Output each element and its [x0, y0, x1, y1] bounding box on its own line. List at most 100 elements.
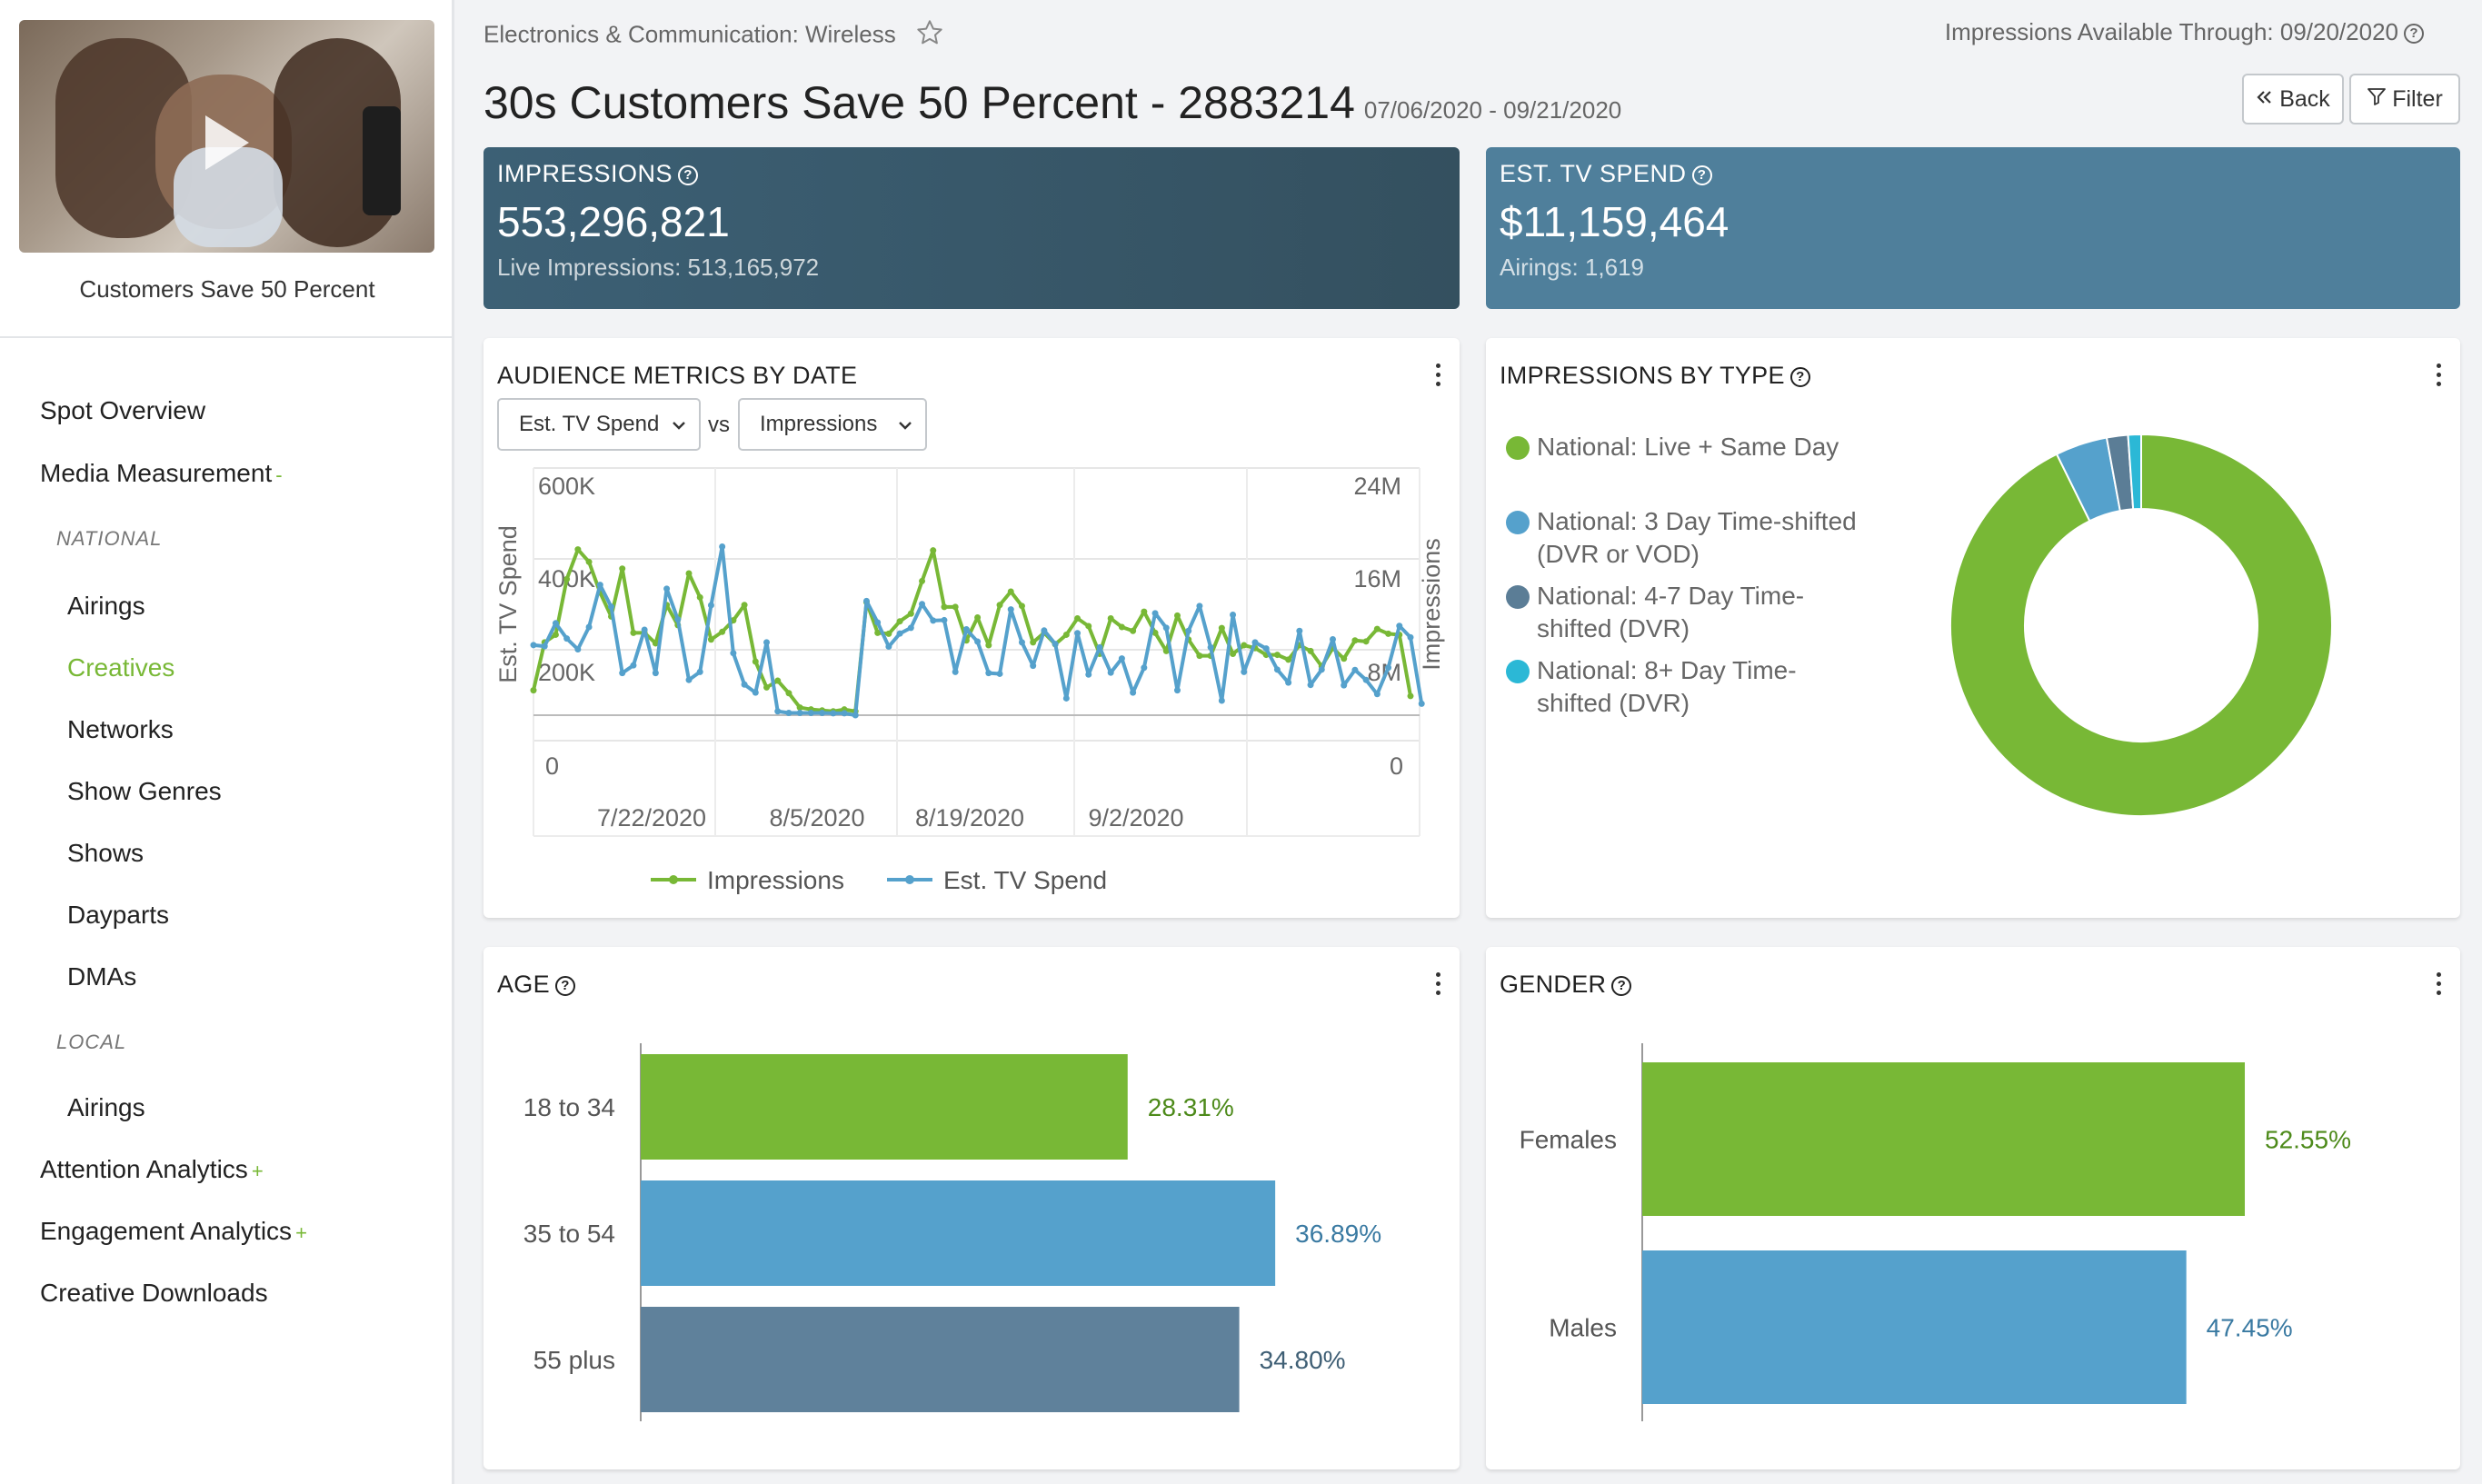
metric-b-select[interactable]: Impressions: [738, 398, 927, 451]
data-point: [1329, 636, 1336, 643]
more-options-icon[interactable]: [2437, 364, 2442, 391]
play-icon[interactable]: [205, 115, 249, 170]
data-point: [930, 617, 937, 624]
category-label: 18 to 34: [523, 1093, 615, 1121]
y2-tick-label: 16M: [1353, 565, 1401, 593]
help-icon[interactable]: ?: [1611, 975, 1632, 996]
data-point: [1273, 666, 1281, 673]
data-point: [741, 681, 748, 688]
data-point: [1074, 615, 1082, 622]
data-point: [1307, 647, 1314, 654]
breadcrumb-category[interactable]: Electronics & Communication: Wireless: [483, 20, 896, 48]
sidebar-item-engagement-analytics[interactable]: Engagement Analytics +: [40, 1217, 307, 1245]
spend-value: $11,159,464: [1500, 198, 1729, 245]
data-point: [885, 643, 892, 651]
bar: [641, 1307, 1240, 1412]
sidebar-section-national: NATIONAL: [56, 527, 163, 550]
double-chevron-left-icon: [2256, 86, 2274, 113]
data-point: [652, 640, 659, 647]
expand-icon[interactable]: +: [295, 1221, 307, 1244]
favorite-star-icon[interactable]: [915, 18, 944, 54]
sidebar-item-airings[interactable]: Airings: [67, 592, 145, 620]
sidebar-item-dmas[interactable]: DMAs: [67, 962, 137, 991]
sidebar-item-networks[interactable]: Networks: [67, 715, 174, 743]
data-point: [741, 602, 748, 609]
data-point: [719, 543, 726, 550]
data-point: [930, 547, 937, 554]
filter-button[interactable]: Filter: [2349, 74, 2460, 124]
y-tick-label: 600K: [538, 473, 595, 500]
sidebar-item-attention-analytics[interactable]: Attention Analytics +: [40, 1155, 264, 1183]
more-options-icon[interactable]: [1436, 364, 1441, 391]
data-point: [630, 662, 637, 669]
data-point: [530, 642, 537, 649]
help-icon[interactable]: ?: [678, 164, 699, 185]
collapse-icon[interactable]: -: [275, 463, 283, 486]
help-icon[interactable]: ?: [1691, 164, 1712, 185]
more-options-icon[interactable]: [1436, 972, 1441, 1000]
data-point: [807, 709, 814, 716]
impressions-value: 553,296,821: [497, 198, 730, 245]
data-point: [985, 670, 992, 677]
bar: [641, 1180, 1276, 1286]
value-label: 36.89%: [1295, 1220, 1381, 1248]
expand-icon[interactable]: +: [251, 1160, 264, 1182]
data-point: [1218, 624, 1225, 632]
data-point: [941, 603, 948, 611]
data-point: [996, 602, 1003, 609]
help-icon[interactable]: ?: [554, 975, 575, 996]
data-point: [1173, 612, 1181, 619]
data-point: [685, 570, 693, 577]
data-point: [1162, 624, 1170, 632]
legend-item[interactable]: National: 8+ Day Time-shifted (DVR): [1506, 654, 1864, 720]
legend-item[interactable]: National: 4-7 Day Time-shifted (DVR): [1506, 580, 1864, 645]
sidebar-item-shows[interactable]: Shows: [67, 839, 145, 867]
help-icon[interactable]: ?: [2404, 24, 2424, 45]
data-point: [974, 613, 982, 621]
data-point: [841, 710, 848, 717]
sidebar: Customers Save 50 Percent Spot Overview …: [0, 0, 454, 1484]
sidebar-item-show-genres[interactable]: Show Genres: [67, 777, 222, 805]
sidebar-item-creative-downloads[interactable]: Creative Downloads: [40, 1279, 268, 1307]
legend-item[interactable]: National: Live + Same Day: [1506, 431, 1864, 463]
data-point: [1030, 662, 1037, 670]
data-point: [1118, 655, 1125, 662]
value-label: 47.45%: [2207, 1314, 2293, 1342]
data-point: [1230, 651, 1237, 658]
sidebar-item-creatives[interactable]: Creatives: [67, 653, 175, 682]
sidebar-item-dayparts[interactable]: Dayparts: [67, 901, 170, 929]
data-point: [630, 629, 637, 636]
legend-dot: [1506, 660, 1530, 683]
data-point: [1130, 689, 1137, 696]
data-point: [1351, 637, 1359, 644]
data-point: [1118, 623, 1125, 631]
data-point: [1285, 679, 1292, 686]
data-point: [1141, 608, 1148, 615]
back-button[interactable]: Back: [2242, 74, 2344, 124]
y-axis-title: Est. TV Spend: [494, 525, 522, 683]
panel-title: GENDER?: [1500, 971, 1632, 999]
data-point: [885, 630, 892, 637]
creative-thumbnail[interactable]: [19, 20, 434, 253]
bar: [1642, 1250, 2187, 1404]
legend-label: Impressions: [707, 866, 844, 894]
data-point: [574, 546, 582, 553]
vs-label: vs: [708, 413, 730, 437]
data-point: [552, 631, 559, 638]
data-point: [1007, 606, 1014, 613]
chevron-down-icon: [673, 422, 685, 430]
data-point: [574, 645, 582, 652]
sidebar-item-spot-overview[interactable]: Spot Overview: [40, 396, 206, 424]
help-icon[interactable]: ?: [1789, 366, 1810, 387]
more-options-icon[interactable]: [2437, 972, 2442, 1000]
sidebar-item-local-airings[interactable]: Airings: [67, 1093, 145, 1121]
metric-a-select[interactable]: Est. TV Spend: [497, 398, 701, 451]
legend-item[interactable]: National: 3 Day Time-shifted (DVR or VOD…: [1506, 505, 1864, 571]
legend-dot: [1506, 585, 1530, 609]
x-tick-label: 8/19/2020: [915, 804, 1024, 832]
impressions-label: IMPRESSIONS: [497, 160, 673, 187]
data-point: [1341, 655, 1348, 662]
data-point: [563, 635, 571, 642]
sidebar-item-media-measurement[interactable]: Media Measurement -: [40, 459, 283, 487]
y2-axis-title: Impressions: [1418, 538, 1445, 671]
